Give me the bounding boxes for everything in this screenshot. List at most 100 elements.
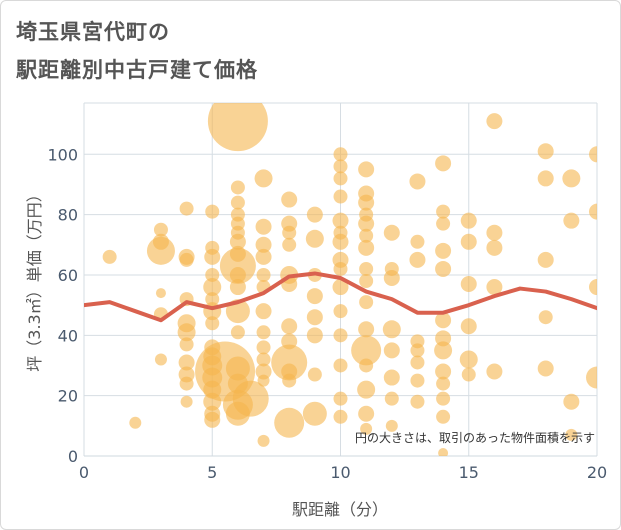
trend-line-group — [84, 271, 597, 323]
scatter-point — [256, 267, 271, 282]
scatter-point — [282, 237, 297, 252]
scatter-point — [274, 407, 305, 438]
scatter-point — [256, 340, 271, 355]
scatter-point — [589, 203, 597, 220]
scatter-point — [460, 276, 477, 293]
scatter-point — [205, 316, 220, 331]
scatter-point — [333, 171, 348, 186]
y-tick-label: 80 — [58, 206, 78, 225]
y-tick-label: 20 — [58, 387, 78, 406]
scatter-point — [255, 236, 272, 253]
scatter-point — [537, 251, 554, 268]
scatter-point — [486, 224, 503, 241]
scatter-point — [383, 269, 400, 286]
scatter-point — [435, 155, 452, 172]
x-tick-label: 5 — [207, 463, 217, 482]
scatter-point — [204, 248, 221, 265]
scatter-point — [359, 295, 374, 310]
scatter-point — [537, 360, 554, 377]
scatter-point — [460, 212, 477, 229]
trend-line — [84, 271, 597, 323]
scatter-point — [230, 195, 245, 210]
scatter-point — [333, 147, 348, 162]
y-tick-label: 0 — [68, 447, 78, 466]
scatter-point — [357, 380, 376, 399]
scatter-point — [358, 405, 375, 422]
scatter-point — [434, 341, 453, 360]
scatter-point — [332, 233, 349, 250]
scatter-point — [178, 354, 195, 371]
scatter-point — [281, 318, 298, 335]
scatter-point — [359, 261, 374, 276]
scatter-point — [302, 401, 327, 426]
scatter-point — [410, 394, 425, 409]
scatter-point — [409, 173, 426, 190]
scatter-point — [333, 304, 348, 319]
scatter-point — [385, 419, 398, 432]
scatter-point — [358, 239, 375, 256]
scatter-point — [257, 434, 270, 447]
scatter-point — [435, 363, 452, 380]
scatter-point — [333, 358, 348, 373]
scatter-point — [155, 288, 166, 299]
scatter-point — [358, 321, 375, 338]
scatter-point — [271, 344, 308, 381]
scatter-point — [358, 194, 375, 211]
y-axis-title: 坪（3.3㎡）単価（万円） — [25, 186, 44, 371]
x-tick-label: 0 — [79, 463, 89, 482]
scatter-point — [146, 236, 175, 265]
scatter-point — [383, 369, 400, 386]
scatter-point — [359, 274, 374, 289]
scatter-point — [359, 228, 374, 243]
scatter-point — [438, 447, 449, 456]
x-axis-title: 駅距離（分） — [292, 500, 388, 519]
scatter-point — [436, 391, 451, 406]
scatter-point — [154, 353, 167, 366]
scatter-point — [129, 416, 142, 429]
size-note: 円の大きさは、取引のあった物件面積を示す — [355, 430, 595, 445]
scatter-point — [230, 180, 245, 195]
scatter-point — [435, 330, 452, 347]
y-tick-label: 60 — [58, 266, 78, 285]
scatter-point — [179, 201, 194, 216]
bubbles — [102, 103, 597, 456]
scatter-point — [257, 374, 270, 387]
scatter-point — [563, 212, 580, 229]
scatter-point — [229, 266, 246, 283]
scatter-point — [332, 212, 349, 229]
scatter-point — [383, 342, 400, 359]
scatter-point — [179, 252, 194, 267]
scatter-point — [153, 222, 168, 237]
scatter-point — [177, 323, 196, 342]
scatter-point — [255, 303, 272, 320]
scatter-point — [180, 395, 193, 408]
scatter-point — [203, 278, 222, 297]
scatter-point — [436, 216, 451, 231]
scatter-point — [486, 239, 503, 256]
scatter-point — [410, 373, 425, 388]
scatter-point — [562, 169, 581, 188]
y-tick-label: 40 — [58, 326, 78, 345]
scatter-point — [254, 169, 273, 188]
scatter-point — [410, 234, 425, 249]
scatter-point — [306, 288, 323, 305]
scatter-point — [383, 224, 400, 241]
scatter-point — [382, 320, 401, 339]
scatter-point — [255, 363, 272, 380]
scatter-point — [219, 247, 256, 284]
scatter-point — [460, 233, 477, 250]
scatter-point — [282, 225, 297, 240]
scatter-point — [461, 367, 476, 382]
scatter-point — [333, 159, 348, 174]
scatter-point — [307, 367, 322, 382]
scatter-point — [332, 279, 349, 296]
scatter-point — [589, 146, 597, 163]
scatter-point — [537, 170, 554, 187]
scatter-point — [225, 356, 250, 381]
scatter-point — [255, 218, 272, 235]
scatter-point — [359, 358, 374, 373]
scatter-point — [204, 411, 221, 428]
scatter-point — [256, 352, 271, 367]
scatter-point — [351, 335, 382, 366]
